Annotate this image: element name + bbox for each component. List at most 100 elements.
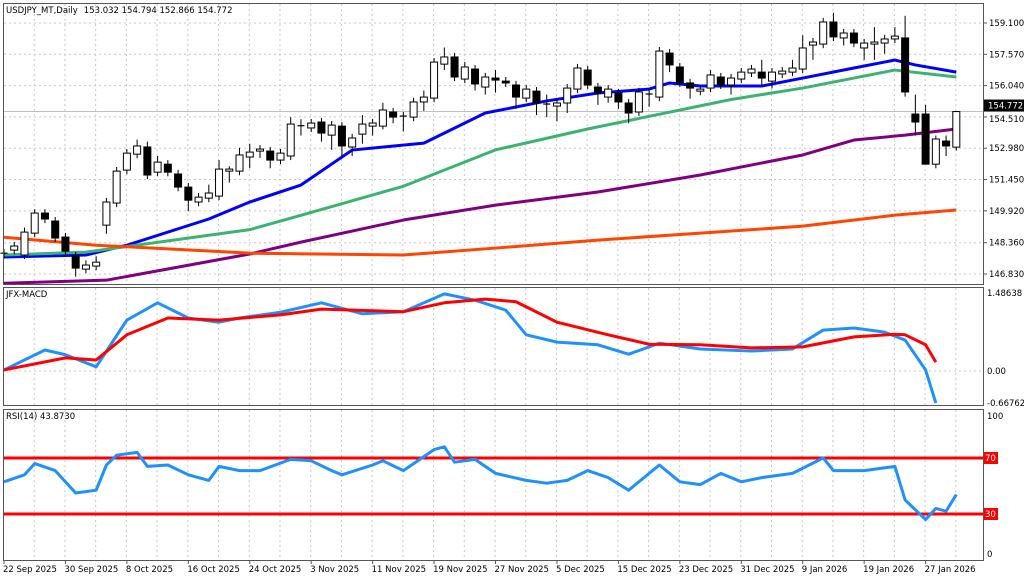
candle-bearish — [512, 84, 520, 98]
candle-bullish — [788, 67, 797, 73]
candle-bearish — [911, 113, 920, 123]
candle-bullish — [890, 35, 899, 40]
candle-bearish — [389, 111, 398, 118]
date-label: 24 Oct 2025 — [249, 565, 302, 575]
date-label: 19 Nov 2025 — [433, 565, 487, 575]
candle-bullish — [30, 212, 39, 234]
rsi-level-label: 30 — [985, 510, 996, 520]
candle-bullish — [286, 123, 295, 157]
candle-bearish — [501, 80, 510, 84]
candle-bearish — [51, 220, 60, 239]
date-label: 8 Oct 2025 — [126, 565, 173, 575]
axes: 159.100 157.570 156.040 154.510 152.980 151.4… — [3, 19, 1024, 575]
ma-line-ma_fast — [3, 58, 957, 259]
date-label: 31 Dec 2025 — [740, 565, 794, 575]
candle-bearish — [71, 255, 80, 269]
candle-bullish — [81, 264, 90, 270]
candle-bullish — [870, 41, 879, 45]
date-label: 27 Nov 2025 — [495, 565, 549, 575]
candle-bearish — [337, 125, 346, 147]
rsi-lines — [3, 445, 983, 522]
candle-bullish — [133, 145, 142, 155]
candle-bullish — [20, 231, 29, 256]
candle-bullish — [737, 71, 746, 80]
candle-bullish — [860, 42, 869, 49]
candle-bearish — [184, 186, 193, 201]
candle-bullish — [573, 67, 582, 90]
candle-bullish — [798, 47, 807, 70]
date-label: 11 Nov 2025 — [372, 565, 426, 575]
candle-bullish — [368, 122, 377, 127]
macd-tick-label: 0.00 — [987, 367, 1006, 377]
price-tick-label: 149.920 — [989, 207, 1024, 217]
candle-bullish — [378, 109, 387, 127]
candle-bullish — [706, 74, 715, 89]
candle-bullish — [808, 41, 817, 46]
moving-averages — [3, 58, 957, 285]
rsi-level-label: 70 — [985, 454, 996, 464]
candle-bearish — [757, 71, 766, 79]
candle-bearish — [174, 173, 183, 188]
rsi-tick-label: 0 — [987, 550, 992, 560]
price-tick-label: 146.830 — [989, 270, 1024, 280]
candle-bullish — [460, 66, 469, 80]
candle-bearish — [40, 212, 49, 220]
candle-bearish — [921, 113, 930, 165]
candle-bearish — [593, 86, 602, 94]
rsi-tick-label: 100 — [987, 412, 1003, 422]
chart-header: USDJPY_MT,Daily 153.032 154.794 152.866 1… — [6, 6, 233, 16]
candle-bullish — [204, 192, 213, 199]
candle-bullish — [604, 88, 613, 98]
candle-bullish — [194, 196, 203, 203]
candle-bearish — [686, 82, 695, 89]
date-label: 15 Dec 2025 — [617, 565, 671, 575]
rsi-level-box — [984, 508, 998, 520]
candle-bullish — [92, 261, 101, 267]
candle-bearish — [665, 52, 674, 66]
symbol-label: USDJPY_MT,Daily — [6, 6, 78, 16]
date-label: 3 Nov 2025 — [310, 565, 359, 575]
candle-bullish — [307, 122, 316, 129]
candle-bearish — [163, 163, 172, 173]
price-tick-label: 154.510 — [989, 115, 1024, 125]
candle-bearish — [583, 69, 592, 86]
candle-bullish — [440, 56, 449, 65]
date-label: 23 Dec 2025 — [679, 565, 733, 575]
candle-bullish — [358, 123, 367, 135]
rsi-title: RSI(14) 43.8730 — [6, 412, 75, 422]
candle-bearish — [491, 77, 500, 81]
candle-bullish — [10, 245, 19, 251]
candle-bullish — [102, 201, 111, 226]
candle-bullish — [552, 102, 561, 107]
candle-bearish — [849, 32, 858, 44]
candle-bullish — [819, 21, 828, 45]
candle-bullish — [122, 152, 131, 171]
candle-bullish — [727, 77, 736, 86]
candle-bullish — [112, 170, 121, 204]
candle-bullish — [245, 151, 254, 158]
macd-tick-label: -0.66762 — [987, 399, 1024, 409]
candle-bullish — [235, 154, 244, 172]
candle-bearish — [942, 140, 951, 147]
rsi-series — [3, 445, 958, 522]
price-tick-label: 148.360 — [989, 239, 1024, 249]
candle-bullish — [563, 87, 572, 104]
candle-bearish — [614, 92, 623, 103]
price-tick-label: 151.450 — [989, 176, 1024, 186]
ma-line-ma_slow — [3, 127, 957, 285]
candle-bullish — [419, 96, 428, 103]
candle-bullish — [215, 168, 224, 197]
candle-bullish — [430, 61, 439, 99]
date-label: 16 Oct 2025 — [187, 565, 240, 575]
date-label: 19 Jan 2026 — [863, 565, 914, 575]
candle-bearish — [624, 102, 633, 114]
candle-bullish — [696, 88, 705, 92]
candle-bearish — [143, 146, 152, 176]
candle-bullish — [952, 111, 961, 148]
candle-bullish — [225, 168, 234, 172]
main-panel-frame — [3, 3, 984, 285]
price-tick-label: 152.980 — [989, 144, 1024, 154]
date-label: 9 Jan 2026 — [802, 565, 848, 575]
candle-bullish — [634, 91, 643, 113]
